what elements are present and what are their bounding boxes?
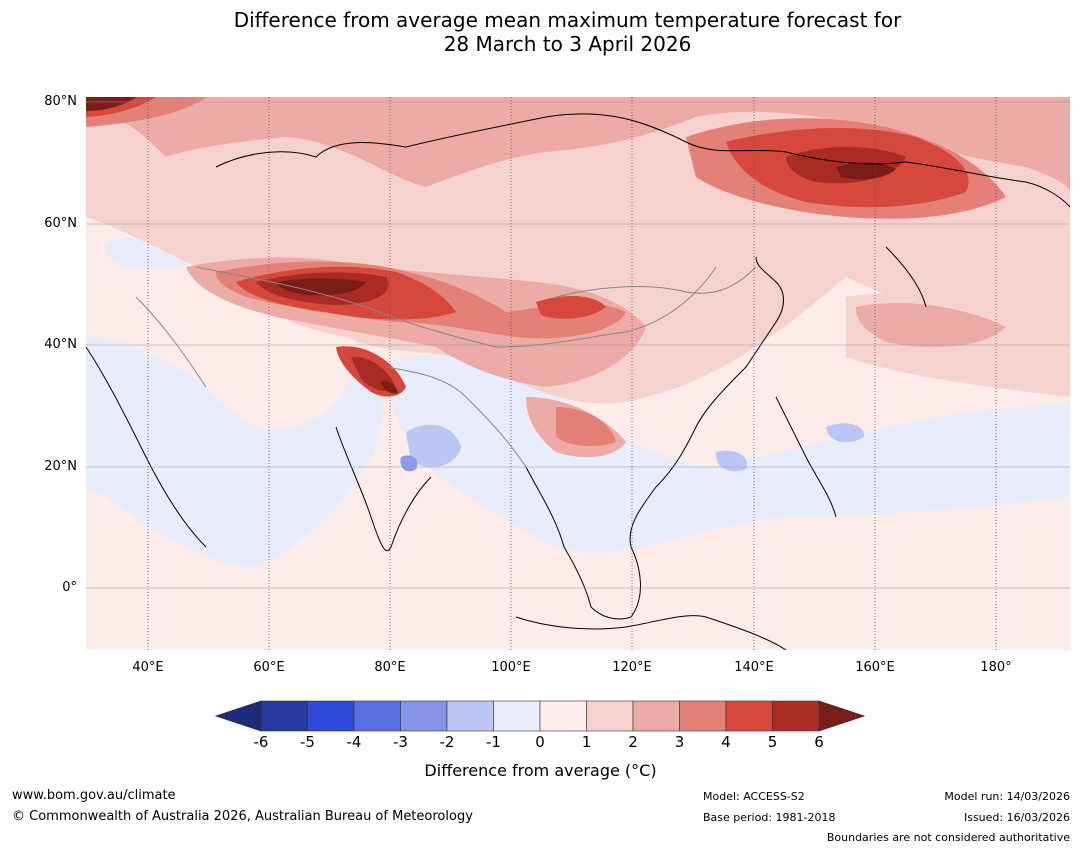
warm6-kazakhstan [276,278,366,296]
graticule [86,97,1070,650]
colorbar-tick: 2 [628,733,638,751]
colorbar-canvas [214,700,866,732]
india-coastline [335,426,432,552]
title-line-2: 28 March to 3 April 2026 [443,32,692,56]
lon-label-100: 100°E [491,660,531,675]
colorbar-swatch [679,700,727,732]
colorbar-swatch [539,700,587,732]
lon-label-120: 120°E [612,660,652,675]
colorbar-tick: -5 [300,733,315,751]
cool-core-pacific-2 [826,423,865,443]
longitude-lines [147,97,997,650]
cool-core-pacific [715,450,747,472]
warm6-east-siberia [836,162,896,180]
colorbar-high-extend [818,700,866,732]
boundary-west-asia [135,296,207,388]
boundary-mongolia [555,266,757,298]
colorbar-swatches [260,700,820,732]
lon-label-40: 40°E [132,660,164,675]
footer-base-period: Base period: 1981-2018 [703,811,836,824]
colorbar-tick: -2 [439,733,455,751]
warm2-north-pacific [856,303,1006,347]
lat-label-40: 40°N [44,337,77,352]
cool-core-bengal-inner [400,455,418,472]
footer-boundaries-note: Boundaries are not considered authoritat… [826,831,1070,844]
lat-label-60: 60°N [44,216,77,231]
lat-label-80: 80°N [44,94,77,109]
lon-label-60: 60°E [253,660,285,675]
colorbar-tick: 4 [721,733,731,751]
japan-ryukyu-coastline [775,396,837,518]
colorbar-swatch [446,700,494,732]
colorbar-swatch [725,700,773,732]
colorbar-tick: -4 [346,733,362,751]
latitude-lines [86,101,1070,589]
colorbar-tick: -6 [253,733,269,751]
lon-label-80: 80°E [374,660,406,675]
lat-label-0: 0° [62,580,77,595]
colorbar-swatch [493,700,541,732]
warm3-south-china [556,407,616,447]
warm-anomaly-regions [86,97,1070,458]
colorbar-tick: 6 [814,733,824,751]
arabia-coastline [86,346,207,548]
colorbar-tick: 0 [535,733,545,751]
anomaly-map [86,97,1070,650]
colorbar-swatch [307,700,355,732]
lon-label-140: 140°E [734,660,774,675]
colorbar-swatch [586,700,634,732]
warm2-arctic [86,97,1070,192]
footer-copyright: © Commonwealth of Australia 2026, Austra… [12,809,473,824]
map-title: Difference from average mean maximum tem… [0,8,1081,56]
warm6-tibet [381,381,398,394]
colorbar [214,700,866,732]
arctic-coastline [215,113,1070,208]
warm6-arctic-west [86,97,136,111]
indonesia-coastline [515,615,787,650]
colorbar-swatch [400,700,448,732]
east-asia-coastline [525,256,784,620]
colorbar-swatch [260,700,308,732]
kamchatka-coastline [885,246,927,308]
colorbar-tick: 1 [581,733,592,751]
boundary-himalaya [385,366,527,468]
colorbar-label: Difference from average (°C) [424,761,657,780]
country-boundaries [135,266,757,468]
colorbar-swatch [632,700,680,732]
footer-issued: Issued: 16/03/2026 [963,811,1070,824]
colorbar-tick: -3 [393,733,408,751]
cool-region-india [86,337,383,567]
title-line-1: Difference from average mean maximum tem… [233,8,902,32]
colorbar-low-extend [214,700,262,732]
lon-label-180: 180° [980,660,1012,675]
boundary-central-asia [195,266,717,348]
lat-label-20: 20°N [44,459,77,474]
cool-core-bengal [406,424,461,467]
colorbar-tick: 3 [674,733,685,751]
footer-website: www.bom.gov.au/climate [12,788,176,803]
colorbar-tick: 5 [767,733,778,751]
colorbar-swatch [772,700,820,732]
lon-label-160: 160°E [855,660,895,675]
footer-model-run: Model run: 14/03/2026 [944,790,1070,803]
colorbar-swatch [353,700,401,732]
colorbar-tick: -1 [486,733,501,751]
warm4-mongolia [536,295,606,319]
map-canvas [86,97,1070,650]
coastlines [86,113,1070,650]
footer-model: Model: ACCESS-S2 [703,790,805,803]
